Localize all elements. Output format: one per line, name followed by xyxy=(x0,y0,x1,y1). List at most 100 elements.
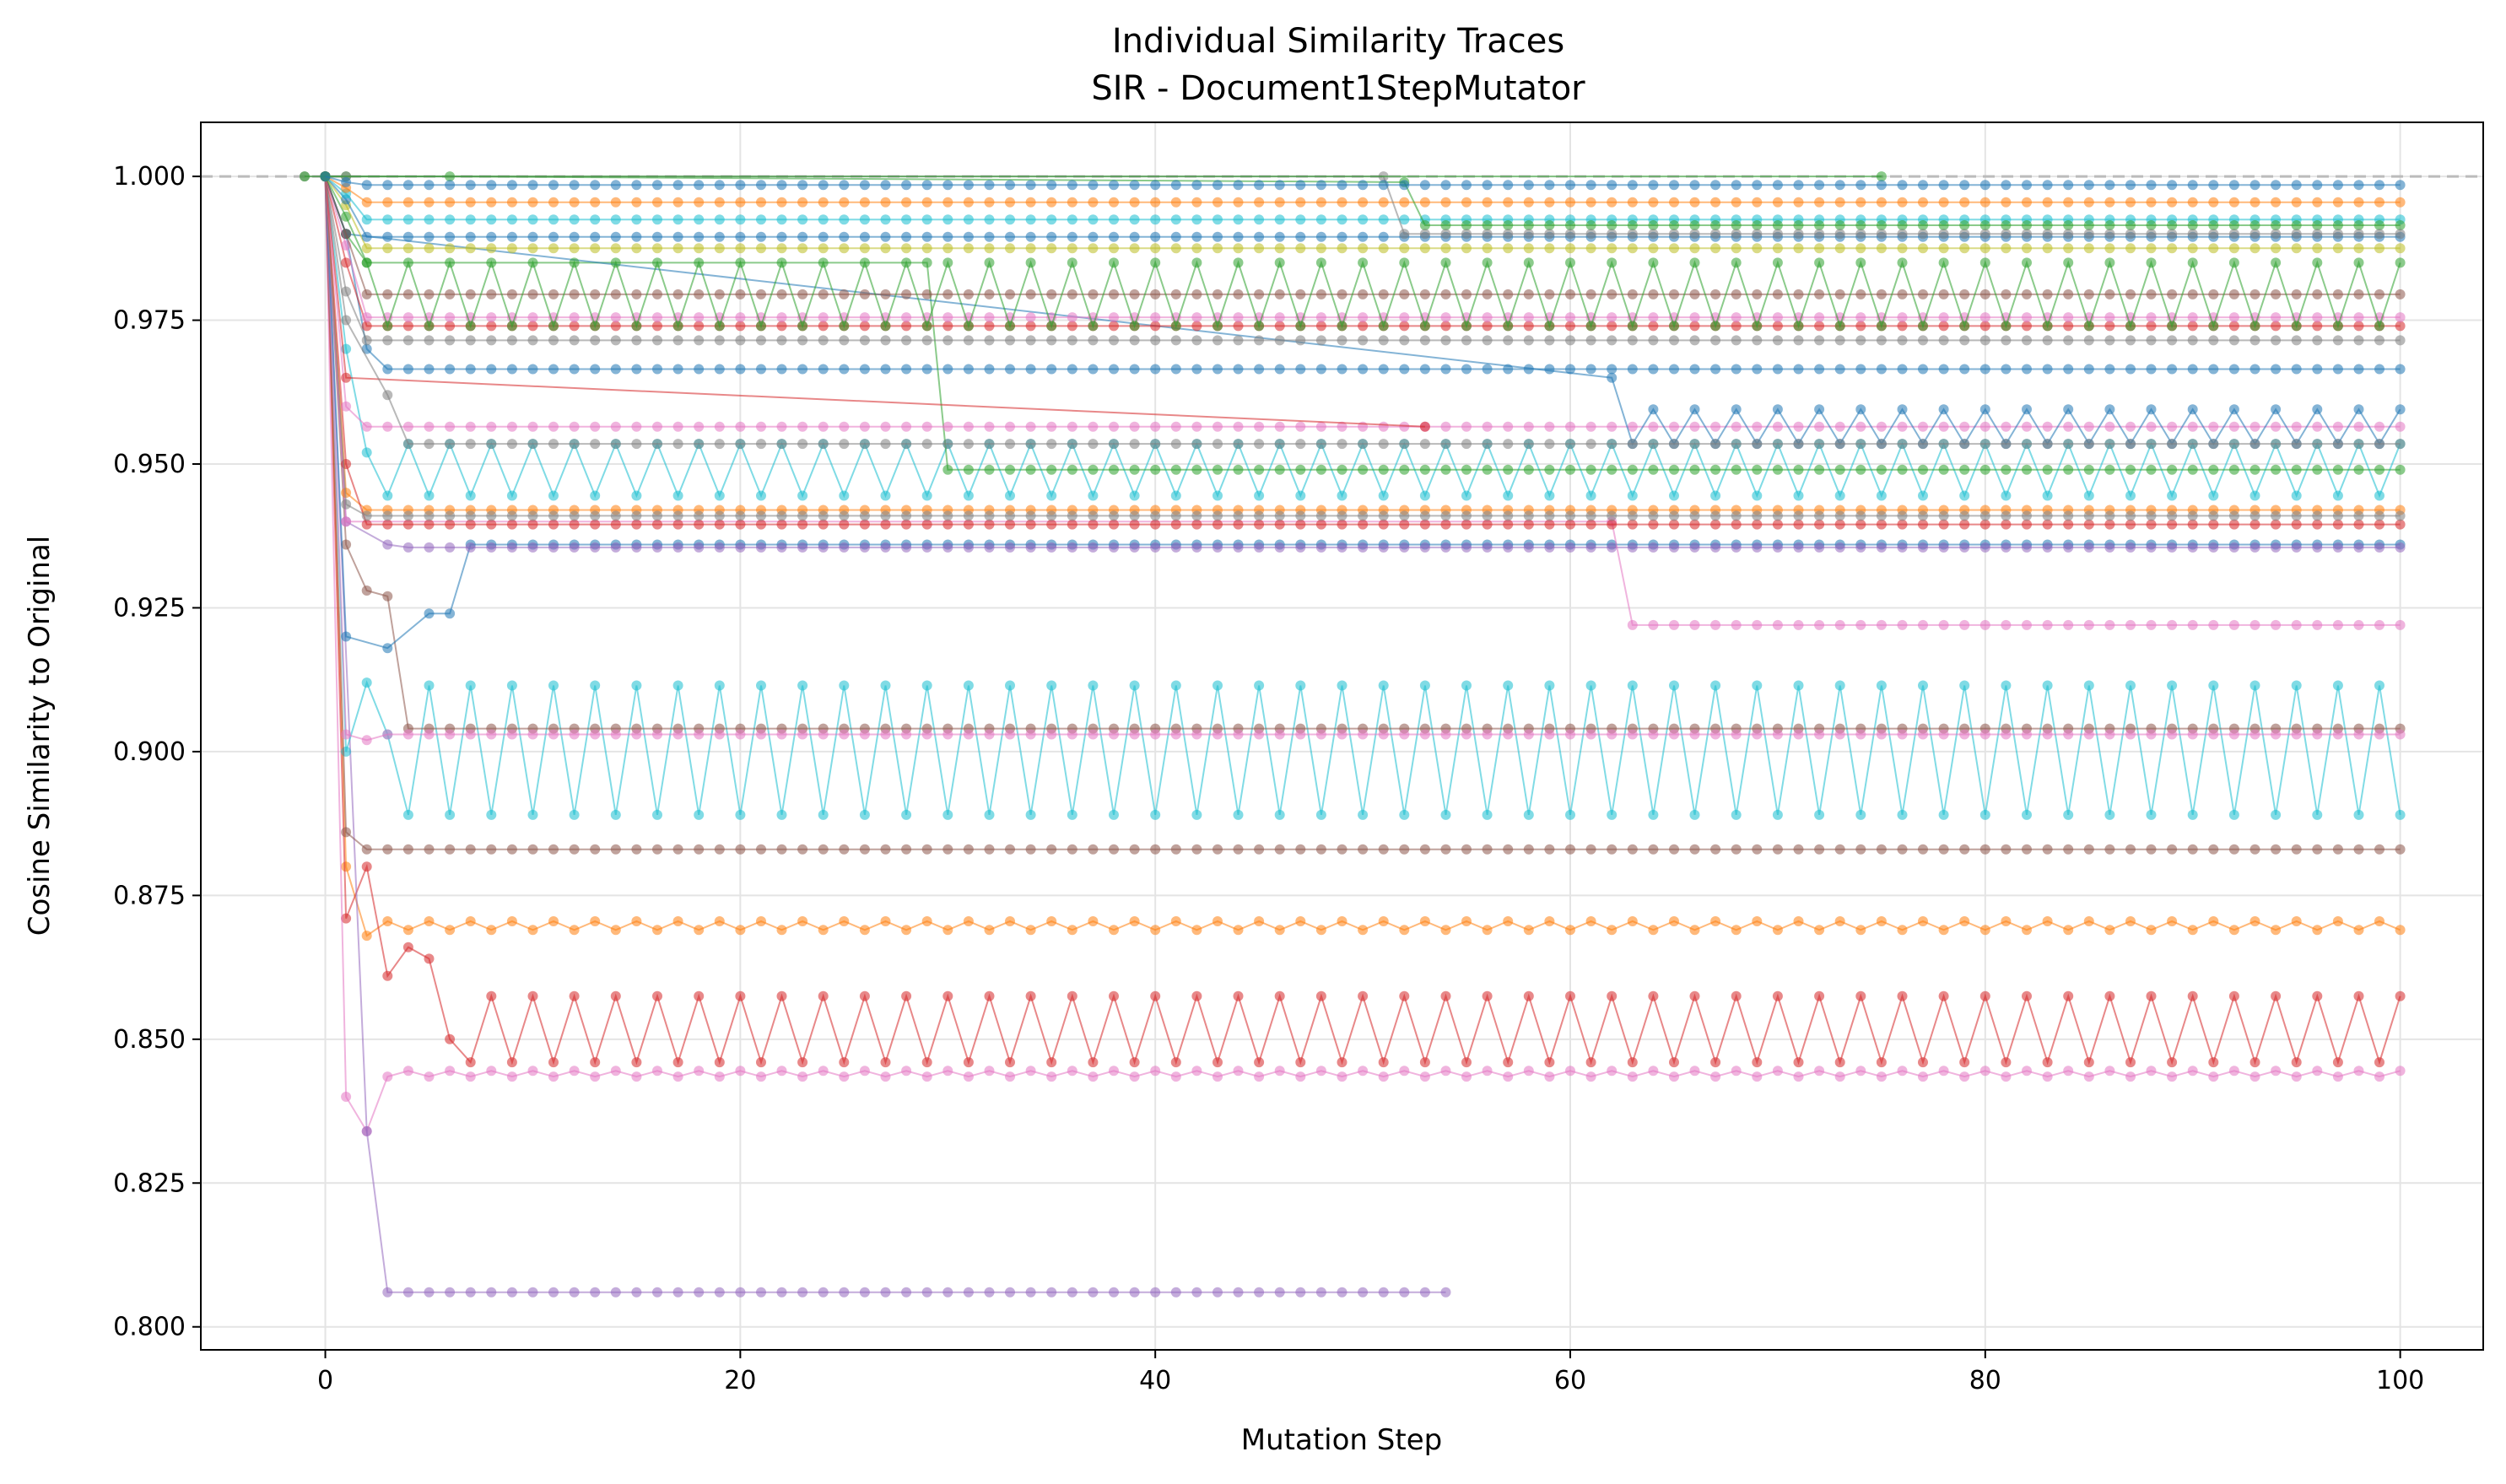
data-point xyxy=(1254,364,1265,375)
data-point xyxy=(1419,510,1430,521)
data-point xyxy=(2332,439,2343,450)
data-point xyxy=(1254,1287,1265,1298)
data-point xyxy=(1607,1066,1618,1077)
data-point xyxy=(590,231,601,242)
data-point xyxy=(1752,180,1763,191)
data-point xyxy=(1834,197,1845,208)
data-point xyxy=(1046,335,1057,346)
data-point xyxy=(859,197,870,208)
data-point xyxy=(1689,257,1700,268)
data-point xyxy=(2022,464,2032,475)
data-point xyxy=(506,490,517,501)
data-point xyxy=(2001,844,2012,855)
data-point xyxy=(1088,916,1099,926)
data-point xyxy=(1067,925,1077,936)
data-point xyxy=(2291,439,2302,450)
data-point xyxy=(2001,1071,2012,1082)
data-point xyxy=(1959,490,1970,501)
data-point xyxy=(1503,321,1514,332)
data-point xyxy=(1337,439,1348,450)
data-point xyxy=(1772,510,1783,521)
data-point xyxy=(527,214,538,225)
data-point xyxy=(486,990,497,1001)
data-point xyxy=(1959,844,1970,855)
data-point xyxy=(1523,220,1534,230)
data-point xyxy=(1669,364,1679,375)
data-point xyxy=(714,1071,725,1082)
data-point xyxy=(341,211,352,222)
data-point xyxy=(2125,619,2136,630)
data-point xyxy=(942,197,953,208)
data-point xyxy=(1565,519,1575,530)
data-point xyxy=(1544,180,1555,191)
data-point xyxy=(2146,229,2157,240)
data-point xyxy=(382,243,393,254)
data-point xyxy=(1109,1287,1119,1298)
data-point xyxy=(756,844,766,855)
data-point xyxy=(1315,519,1326,530)
data-point xyxy=(1212,916,1223,926)
data-point xyxy=(1752,243,1763,254)
data-point xyxy=(382,321,393,332)
data-point xyxy=(963,510,974,521)
data-point xyxy=(984,542,995,553)
data-point xyxy=(984,809,995,820)
data-point xyxy=(1565,220,1575,230)
data-point xyxy=(1627,243,1638,254)
series-trace xyxy=(320,171,2406,855)
data-point xyxy=(2063,619,2074,630)
data-point xyxy=(1503,729,1514,740)
data-point xyxy=(2125,490,2136,501)
data-point xyxy=(2001,542,2012,553)
data-point xyxy=(901,990,912,1001)
data-point xyxy=(984,844,995,855)
data-point xyxy=(1005,214,1015,225)
data-point xyxy=(1772,925,1783,936)
data-point xyxy=(631,519,642,530)
data-point xyxy=(1295,421,1306,432)
data-point xyxy=(1025,421,1036,432)
data-point xyxy=(963,1057,974,1068)
data-point xyxy=(445,925,456,936)
data-point xyxy=(1046,490,1057,501)
data-point xyxy=(1938,464,1949,475)
data-point xyxy=(2228,404,2239,415)
data-point xyxy=(569,510,580,521)
data-point xyxy=(548,289,559,299)
data-point xyxy=(1938,809,1949,820)
data-point xyxy=(2083,916,2094,926)
data-point xyxy=(1979,439,1990,450)
data-point xyxy=(1315,312,1326,323)
data-point xyxy=(1565,289,1575,299)
data-point xyxy=(1025,990,1036,1001)
data-point xyxy=(2104,289,2115,299)
data-point xyxy=(1254,197,1265,208)
data-point xyxy=(963,243,974,254)
data-point xyxy=(880,439,891,450)
data-point xyxy=(527,421,538,432)
data-point xyxy=(1295,289,1306,299)
data-point xyxy=(1855,925,1866,936)
data-point xyxy=(776,364,787,375)
data-point xyxy=(1274,243,1285,254)
data-point xyxy=(1607,925,1618,936)
data-point xyxy=(1109,335,1119,346)
data-point xyxy=(1170,519,1181,530)
data-point xyxy=(1979,990,1990,1001)
data-point xyxy=(465,439,476,450)
data-point xyxy=(2208,321,2219,332)
data-point xyxy=(1979,809,1990,820)
data-point xyxy=(1876,916,1887,926)
data-point xyxy=(1752,510,1763,521)
data-point xyxy=(1876,519,1887,530)
data-point xyxy=(1669,421,1679,432)
data-point xyxy=(2083,729,2094,740)
data-point xyxy=(1399,729,1410,740)
data-point xyxy=(1191,289,1202,299)
data-point xyxy=(1109,214,1119,225)
data-point xyxy=(382,643,393,654)
data-point xyxy=(548,510,559,521)
data-point xyxy=(2001,421,2012,432)
data-point xyxy=(569,289,580,299)
data-point xyxy=(1897,519,1908,530)
